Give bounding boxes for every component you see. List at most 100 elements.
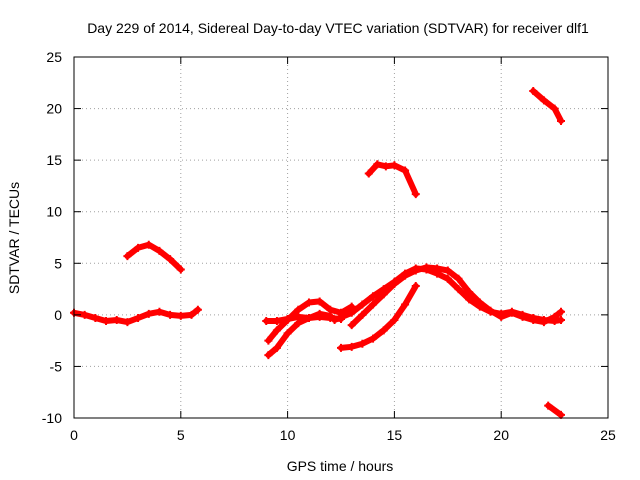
data-point: [557, 307, 566, 316]
data-point: [422, 263, 431, 272]
data-point: [550, 104, 559, 113]
data-point: [401, 300, 410, 309]
data-point: [379, 290, 388, 299]
x-tick-label: 15: [387, 427, 403, 443]
y-tick-label: 0: [54, 307, 62, 323]
data-point: [454, 274, 463, 283]
data-point: [315, 312, 324, 321]
data-point: [144, 240, 153, 249]
data-point: [337, 343, 345, 352]
y-tick-label: 10: [46, 204, 62, 220]
series-arc-9: [364, 160, 420, 199]
data-point: [411, 281, 420, 290]
y-tick-label: -5: [50, 358, 63, 374]
data-point: [347, 342, 356, 351]
data-point: [465, 295, 474, 304]
data-point: [91, 313, 100, 322]
data-point: [315, 297, 324, 306]
plot-frame: [73, 56, 609, 419]
data-point: [411, 190, 420, 199]
data-point: [390, 161, 399, 170]
data-point: [166, 310, 175, 319]
data-point: [443, 266, 452, 275]
x-tick-label: 20: [493, 427, 509, 443]
data-point: [326, 305, 335, 314]
y-axis-label: SDTVAR / TECUs: [6, 182, 22, 294]
data-point: [102, 317, 111, 326]
data-point: [155, 307, 164, 316]
data-point: [433, 264, 442, 273]
data-point: [364, 169, 373, 178]
data-point: [454, 285, 463, 294]
series-trace: [365, 161, 419, 198]
data-point: [475, 298, 484, 307]
data-point: [379, 326, 388, 335]
data-point: [486, 306, 495, 315]
data-point: [294, 312, 303, 321]
series-trace: [545, 402, 564, 418]
series-trace: [124, 241, 184, 273]
chart-title: Day 229 of 2014, Sidereal Day-to-day VTE…: [87, 20, 589, 36]
data-point: [518, 312, 527, 321]
data-point: [401, 166, 410, 175]
series-arc-7: [347, 263, 566, 330]
data-point: [411, 266, 420, 275]
data-point: [358, 339, 367, 348]
data-point: [112, 316, 121, 325]
data-point: [123, 318, 132, 327]
data-point: [283, 314, 292, 323]
y-tick-label: 20: [46, 101, 62, 117]
x-tick-label: 5: [177, 427, 185, 443]
data-point: [272, 317, 281, 326]
series-arc-1: [70, 305, 202, 327]
data-point: [264, 351, 273, 360]
data-point: [557, 116, 566, 125]
data-point: [347, 321, 356, 330]
data-point: [134, 243, 143, 252]
tick-labels: 0 5 10 15 20 25 -10 -5 0 5 10 15 20 25: [42, 49, 616, 443]
data-point: [304, 298, 313, 307]
data-point: [123, 252, 132, 261]
data-point: [347, 308, 356, 317]
data-point: [330, 316, 339, 325]
data-point: [550, 312, 559, 321]
data-point: [373, 160, 382, 169]
data-point: [369, 300, 378, 309]
data-point: [529, 316, 538, 325]
data-point: [134, 313, 143, 322]
data-point: [193, 305, 202, 314]
x-tick-label: 0: [70, 427, 78, 443]
data-point: [465, 288, 474, 297]
data-point: [304, 313, 313, 322]
data-point: [264, 336, 273, 345]
series-arc-2: [123, 240, 185, 274]
x-tick-label: 10: [280, 427, 296, 443]
series-trace: [530, 88, 564, 124]
grid-lines: [74, 57, 608, 418]
x-tick-label: 25: [600, 427, 616, 443]
data-point: [539, 96, 548, 105]
data-point: [187, 310, 196, 319]
data-point: [369, 292, 378, 301]
data-point: [262, 317, 271, 326]
data-point: [144, 309, 153, 318]
x-axis-label: GPS time / hours: [287, 458, 394, 474]
y-tick-label: 15: [46, 152, 62, 168]
data-point: [390, 279, 399, 288]
series-arc-10: [529, 87, 566, 125]
data-point: [369, 334, 378, 343]
data-point: [381, 162, 390, 171]
data-point: [272, 326, 281, 335]
y-tick-label: 25: [46, 49, 62, 65]
data-point: [443, 274, 452, 283]
data-series: [70, 87, 566, 419]
data-point: [272, 343, 281, 352]
series-arc-8: [337, 281, 420, 352]
y-tick-label: 5: [54, 255, 62, 271]
data-point: [176, 265, 185, 274]
data-point: [80, 310, 89, 319]
data-point: [539, 318, 548, 327]
data-point: [390, 316, 399, 325]
series-arc-11: [544, 401, 566, 419]
tick-marks: [73, 56, 609, 419]
